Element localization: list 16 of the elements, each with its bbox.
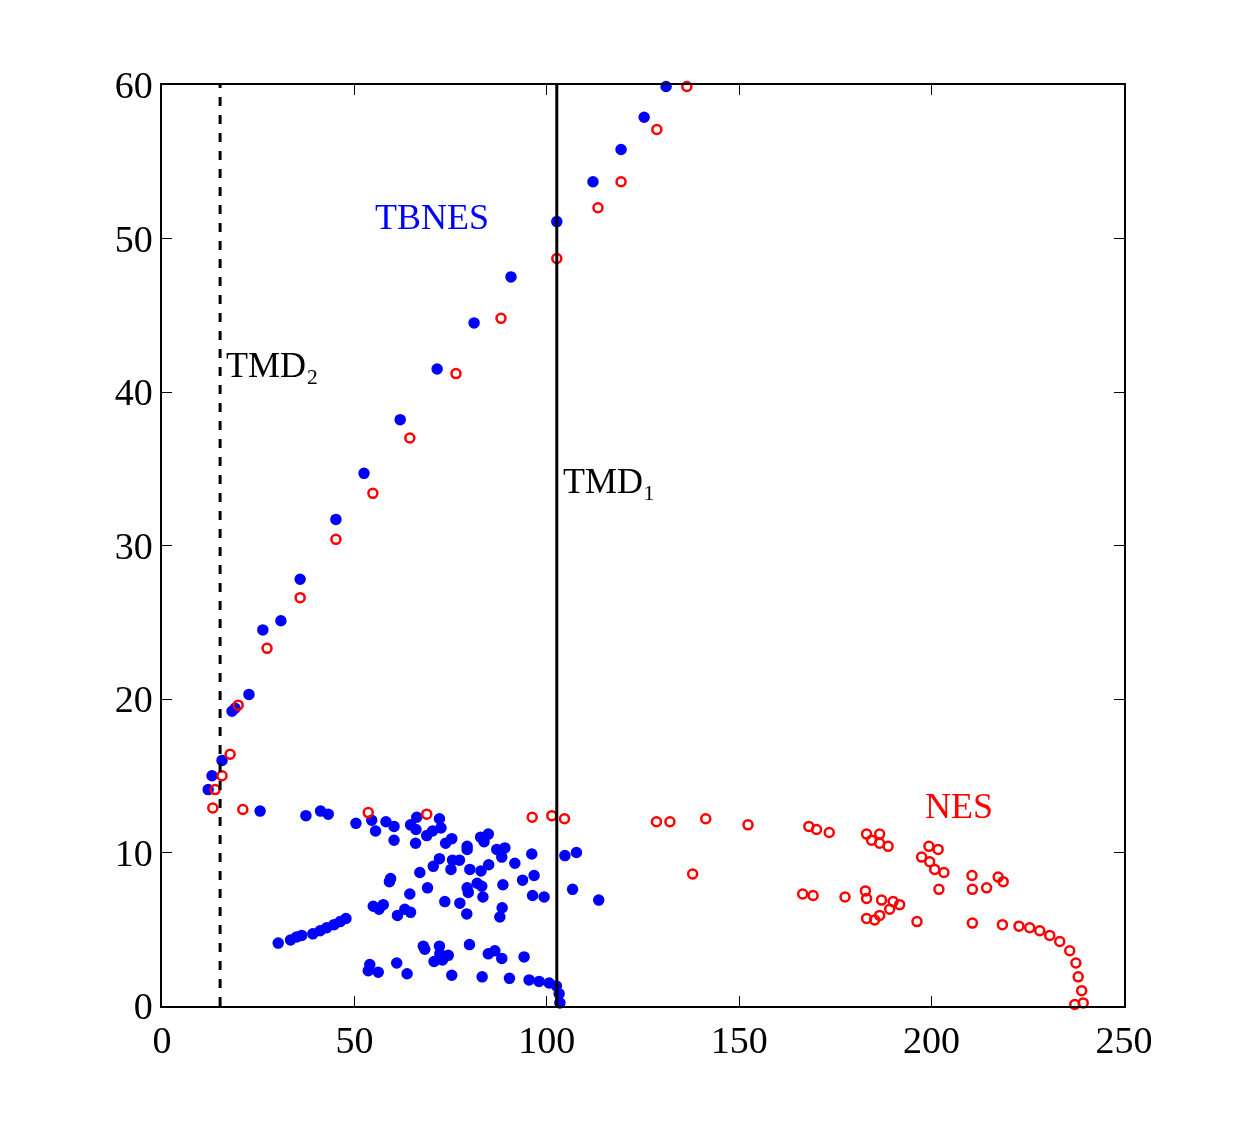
x-tick-label: 250 bbox=[1095, 1019, 1153, 1062]
x-tick-label: 150 bbox=[710, 1019, 768, 1062]
ref-line-label: TMD₁ bbox=[563, 461, 656, 501]
y-tick-label: 30 bbox=[114, 524, 153, 567]
y-tick-label: 20 bbox=[114, 678, 153, 721]
y-tick-label: 10 bbox=[114, 831, 153, 874]
y-tick-label: 40 bbox=[114, 371, 153, 414]
y-tick-label: 50 bbox=[114, 217, 153, 260]
x-tick-label: 100 bbox=[518, 1019, 576, 1062]
x-tick-label: 200 bbox=[903, 1019, 961, 1062]
y-tick-label: 0 bbox=[133, 985, 153, 1028]
series-label: NES bbox=[925, 786, 994, 826]
series-label: TBNES bbox=[375, 197, 490, 237]
ref-line-label: TMD₂ bbox=[226, 345, 319, 385]
y-tick-label: 60 bbox=[114, 64, 153, 107]
x-tick-label: 50 bbox=[335, 1019, 374, 1062]
